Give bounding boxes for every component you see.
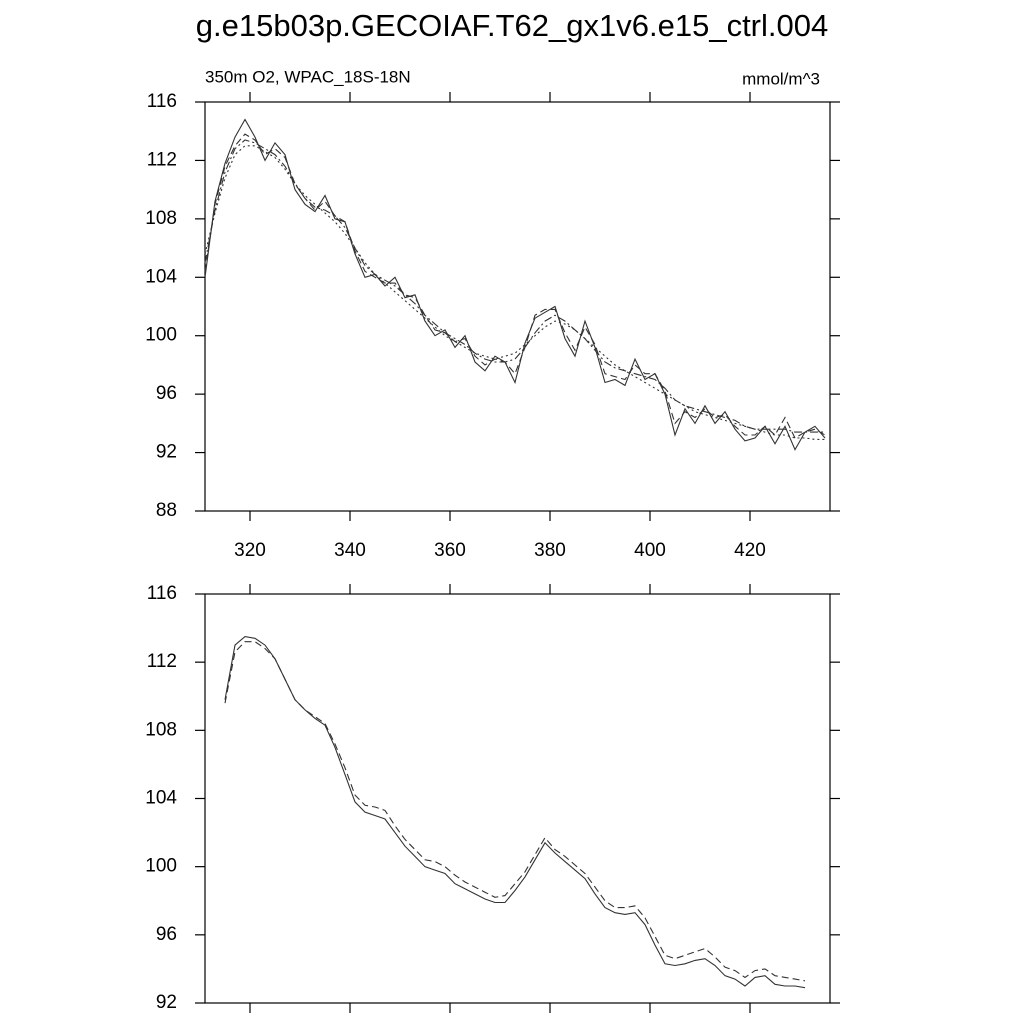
y-tick-label: 96	[156, 924, 177, 945]
x-tick-label: 340	[334, 540, 366, 561]
y-tick-label: 88	[156, 500, 177, 521]
y-tick-label: 116	[147, 583, 177, 604]
y-tick-label: 96	[156, 383, 177, 404]
y-tick-label: 112	[147, 149, 177, 170]
x-tick-label: 380	[534, 540, 566, 561]
subtitle-right: mmol/m^3	[742, 69, 820, 88]
series-line	[204, 145, 825, 440]
x-tick-label: 360	[434, 540, 466, 561]
y-tick-label: 116	[147, 91, 177, 112]
y-tick-label: 100	[145, 856, 177, 877]
y-tick-label: 108	[145, 208, 177, 229]
subtitle-left: 350m O2, WPAC_18S-18N	[205, 67, 411, 86]
series-line	[204, 139, 825, 433]
series-line	[224, 636, 806, 989]
plot-frame	[204, 101, 831, 512]
series-line	[224, 641, 806, 982]
y-tick-label: 92	[156, 992, 177, 1013]
y-tick-label: 92	[156, 442, 177, 463]
x-tick-label: 420	[734, 540, 766, 561]
x-tick-label: 400	[634, 540, 666, 561]
x-tick-label: 320	[234, 540, 266, 561]
series-line	[204, 118, 826, 451]
y-tick-label: 100	[145, 325, 177, 346]
y-tick-label: 108	[145, 719, 177, 740]
y-tick-label: 104	[145, 266, 177, 287]
y-tick-label: 112	[147, 651, 177, 672]
plot-frame	[204, 593, 831, 1004]
y-tick-label: 104	[145, 788, 177, 809]
series-line	[204, 133, 826, 439]
figure-title: g.e15b03p.GECOIAF.T62_gx1v6.e15_ctrl.004	[196, 8, 828, 43]
